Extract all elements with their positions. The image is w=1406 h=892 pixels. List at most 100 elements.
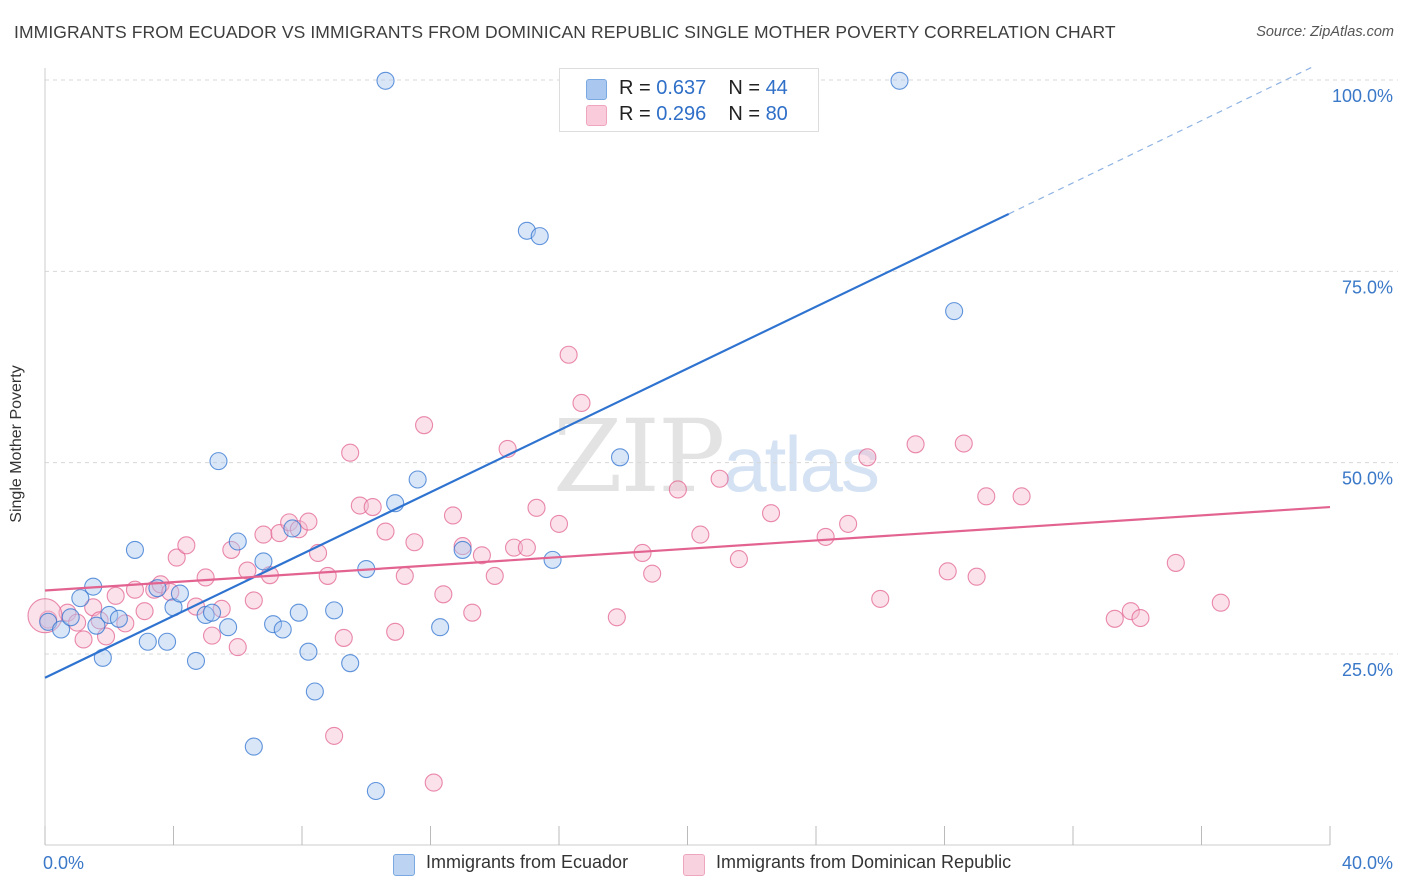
- ecuador-point: [52, 620, 71, 639]
- source-label: Source: ZipAtlas.com: [1256, 24, 1394, 40]
- legend-series: Immigrants from Ecuador Immigrants from …: [0, 852, 1406, 878]
- dominican-point: [643, 564, 662, 583]
- dominican-point: [761, 504, 781, 523]
- dominican-point: [289, 520, 308, 539]
- dominican-point: [299, 512, 318, 531]
- dominican-point: [710, 469, 729, 488]
- ecuador-point: [100, 605, 119, 625]
- legend-r-label: R =: [619, 103, 657, 125]
- dominican-point: [1131, 608, 1150, 628]
- dominican-point: [376, 522, 395, 541]
- y-tick-label: 100.0%: [1332, 86, 1393, 106]
- y-tick-label: 25.0%: [1342, 660, 1393, 680]
- trend-line-ecuador: [44, 212, 1010, 679]
- ecuador-point: [289, 603, 308, 622]
- legend-label-dominican: Immigrants from Dominican Republic: [716, 852, 1012, 872]
- dominican-point: [954, 434, 973, 453]
- dominican-point: [463, 603, 482, 622]
- dominican-point: [839, 514, 858, 533]
- dominican-point: [244, 591, 263, 610]
- dominican-point: [816, 527, 835, 546]
- legend-label-ecuador: Immigrants from Ecuador: [426, 852, 629, 872]
- ecuador-point: [431, 618, 450, 637]
- watermark: ZIPatlas: [553, 398, 880, 515]
- dominican-point: [212, 599, 231, 618]
- legend-correlation: R = 0.637 N = 44 R = 0.296 N = 80: [559, 68, 819, 132]
- ecuador-point: [945, 302, 964, 321]
- ecuador-point: [305, 682, 324, 701]
- dominican-point: [1105, 609, 1124, 628]
- ecuador-point: [610, 448, 630, 467]
- dominican-point: [668, 480, 687, 499]
- ecuador-point: [244, 737, 263, 756]
- dominican-point: [424, 773, 443, 792]
- dominican-point: [196, 568, 215, 587]
- legend-n-value: 80: [765, 103, 788, 125]
- x-tick-label: 40.0%: [1342, 853, 1393, 873]
- ecuador-point: [125, 540, 144, 559]
- dominican-point: [415, 416, 434, 435]
- dominican-point: [906, 435, 925, 454]
- series-dominican-republic: [27, 345, 1230, 792]
- dominican-point: [318, 566, 337, 585]
- legend-swatch-blue: [586, 79, 607, 100]
- dominican-point: [607, 608, 626, 627]
- legend-n-label: N =: [728, 77, 766, 99]
- dominican-point: [405, 533, 424, 552]
- dominican-point: [453, 537, 472, 556]
- dominican-point: [434, 585, 453, 604]
- dominican-point: [977, 487, 996, 506]
- ecuador-point: [61, 608, 80, 627]
- dominican-point: [177, 536, 196, 555]
- dominican-point: [517, 538, 536, 557]
- y-axis-label: Single Mother Poverty: [8, 365, 25, 523]
- ecuador-point: [376, 71, 395, 90]
- dominican-point: [443, 506, 463, 525]
- dominican-point: [485, 566, 504, 585]
- watermark-zip: ZIP: [553, 398, 725, 515]
- trend-lines: [44, 65, 1331, 679]
- dominican-point: [238, 561, 257, 580]
- dominican-point: [871, 589, 890, 608]
- legend-r-value: 0.296: [656, 103, 707, 125]
- dominican-point: [334, 628, 353, 647]
- dominican-point: [858, 448, 877, 467]
- y-tick-label: 50.0%: [1342, 469, 1393, 489]
- series-ecuador: [39, 71, 964, 801]
- dominican-point: [729, 550, 748, 569]
- dominican-point: [691, 525, 710, 544]
- x-tick-label: 0.0%: [43, 853, 84, 873]
- legend-n-label: N =: [728, 103, 766, 125]
- ecuador-point: [264, 615, 283, 634]
- dominican-point: [549, 514, 569, 533]
- ecuador-point: [366, 781, 385, 801]
- ecuador-point: [87, 616, 106, 635]
- ecuador-point: [209, 452, 228, 471]
- legend-swatch-blue: [393, 854, 415, 876]
- y-tick-label: 75.0%: [1342, 277, 1393, 297]
- trend-line-ecuador-extension: [1008, 65, 1315, 215]
- dominican-point: [90, 611, 109, 630]
- dominican-point: [1166, 553, 1185, 572]
- dominican-point: [395, 566, 414, 585]
- dominican-point: [341, 443, 360, 462]
- dominican-point: [472, 546, 491, 565]
- tick-labels: 25.0% 50.0% 75.0% 100.0% 0.0% 40.0%: [43, 86, 1393, 873]
- dominican-point: [559, 345, 578, 364]
- legend-n-value: 44: [765, 77, 788, 99]
- dominican-point: [228, 638, 247, 657]
- chart-title: IMMIGRANTS FROM ECUADOR VS IMMIGRANTS FR…: [14, 22, 1116, 42]
- ecuador-point: [186, 651, 206, 670]
- watermark-atlas: atlas: [723, 420, 880, 508]
- ecuador-point: [299, 642, 318, 661]
- dominican-point: [254, 525, 273, 544]
- dominican-point: [386, 622, 405, 641]
- legend-r-value: 0.637: [656, 77, 707, 99]
- ecuador-point: [283, 519, 302, 538]
- ecuador-point: [203, 603, 222, 622]
- axes: [44, 68, 1331, 846]
- trend-line-dominican: [44, 505, 1331, 592]
- legend-swatch-pink: [586, 105, 607, 126]
- grid: [45, 79, 1398, 655]
- dominican-point: [1121, 602, 1140, 621]
